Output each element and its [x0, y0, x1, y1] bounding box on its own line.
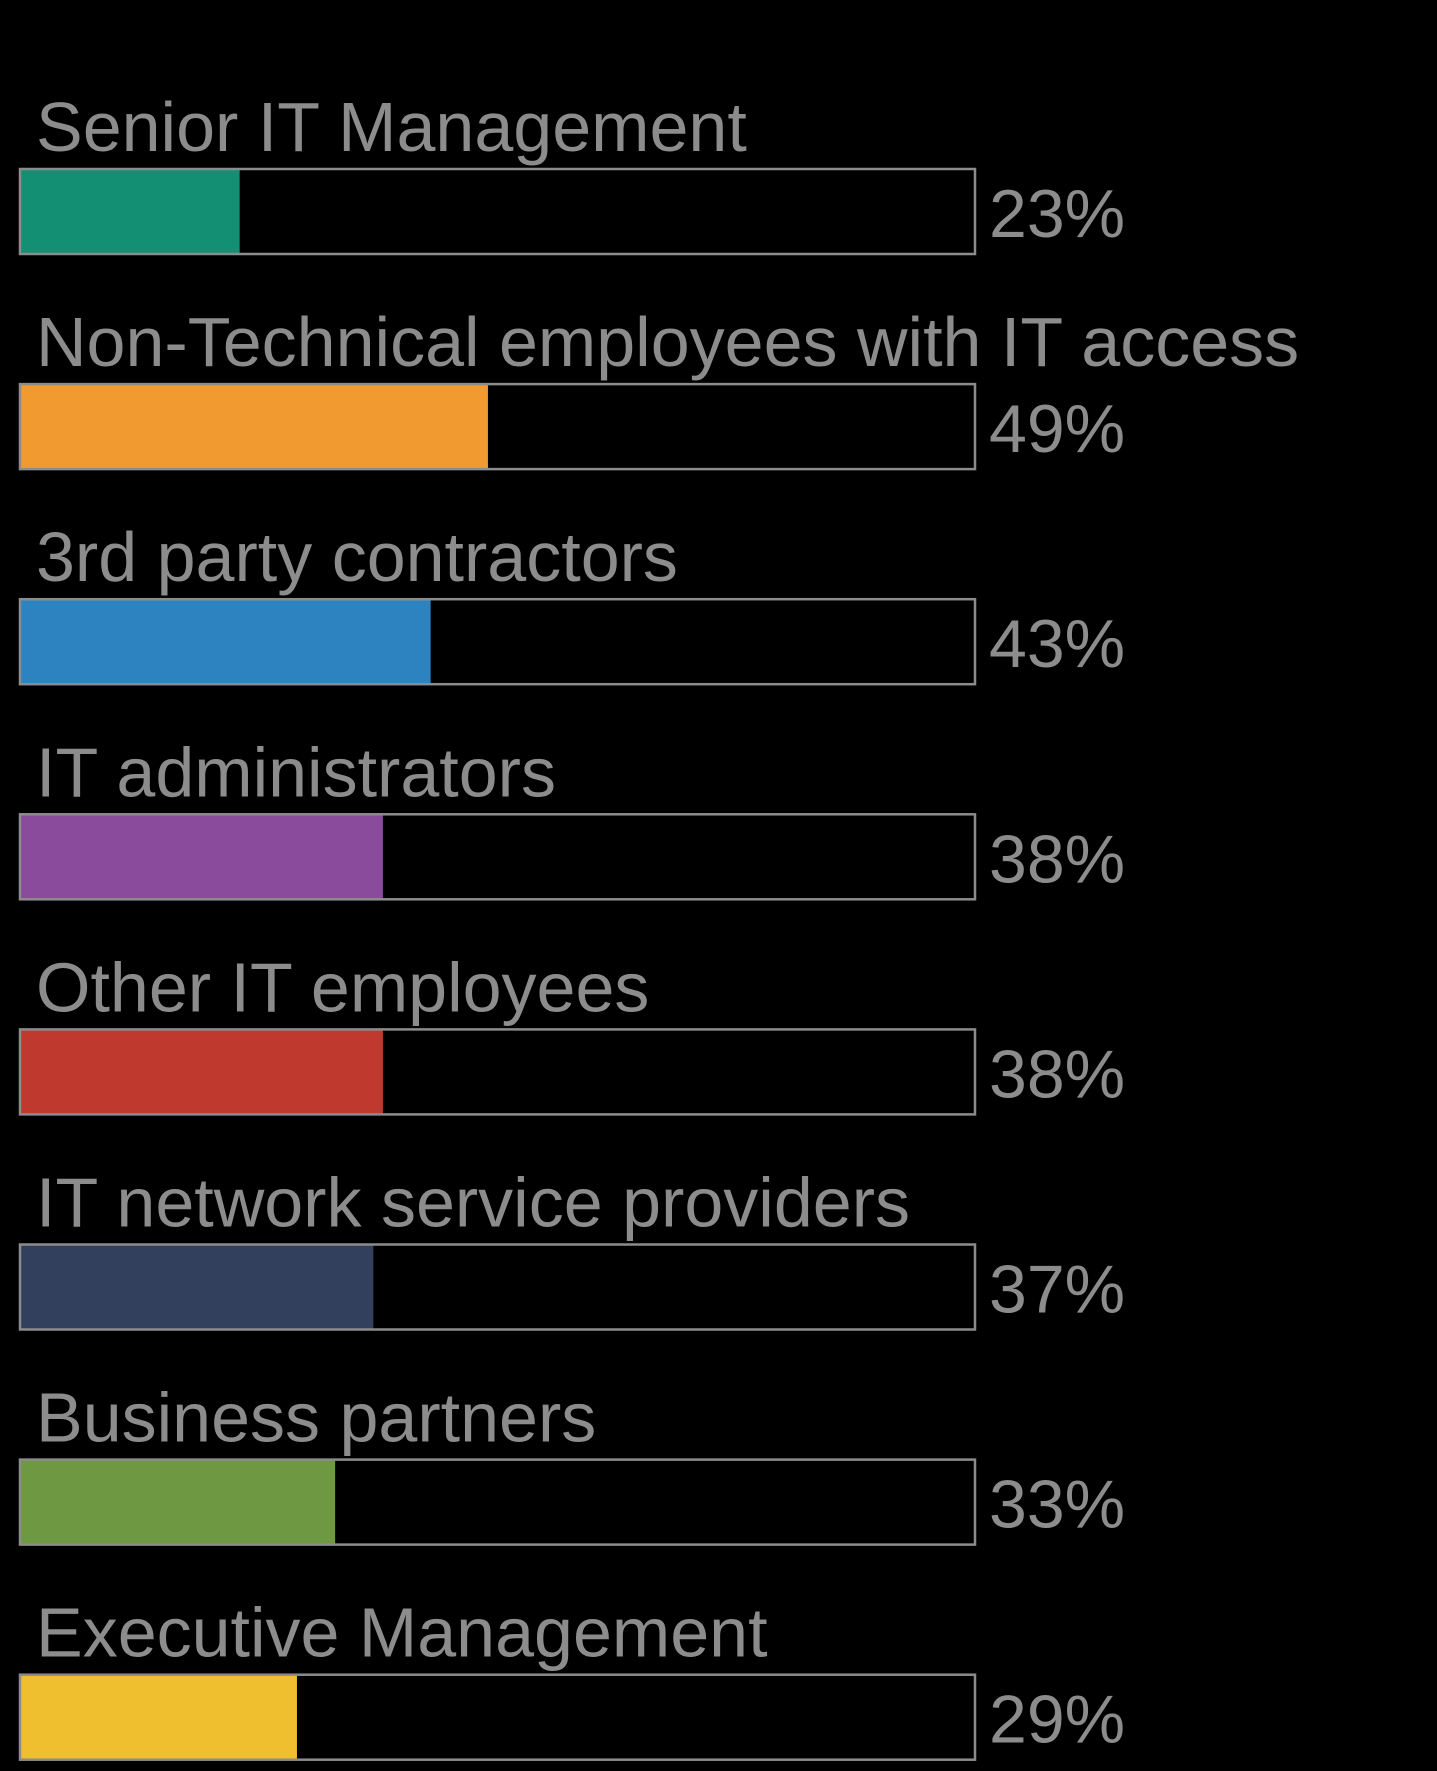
- bar-track: [18, 382, 977, 471]
- category-label: Senior IT Management: [36, 88, 747, 166]
- value-label: 29%: [989, 1682, 1125, 1758]
- value-label: 23%: [989, 176, 1125, 252]
- bar-track: [18, 1673, 977, 1761]
- bar: [20, 1029, 383, 1115]
- value-label: 49%: [989, 391, 1125, 467]
- category-label: Business partners: [36, 1379, 596, 1457]
- bar-track: [18, 813, 977, 901]
- value-label: 33%: [989, 1467, 1125, 1543]
- bar: [20, 814, 383, 900]
- bar-track: [18, 1458, 977, 1546]
- bar: [20, 599, 431, 685]
- category-label: IT network service providers: [36, 1164, 910, 1242]
- bar-track: [18, 1243, 977, 1331]
- bar: [20, 384, 488, 470]
- bar-track: [18, 1028, 977, 1116]
- value-label: 38%: [989, 821, 1125, 897]
- bar: [20, 1244, 374, 1330]
- category-label: Other IT employees: [36, 948, 649, 1026]
- value-label: 43%: [989, 606, 1125, 682]
- category-label: Executive Management: [36, 1594, 768, 1672]
- bar: [20, 1459, 336, 1545]
- category-label: Non-Technical employees with IT access: [36, 303, 1299, 381]
- value-label: 37%: [989, 1252, 1125, 1328]
- bar-track: [18, 597, 977, 686]
- bar-track: [18, 167, 977, 256]
- value-label: 38%: [989, 1036, 1125, 1112]
- category-label: 3rd party contractors: [36, 518, 678, 596]
- category-label: IT administrators: [36, 733, 556, 811]
- bar: [20, 1674, 297, 1760]
- bar: [20, 169, 240, 254]
